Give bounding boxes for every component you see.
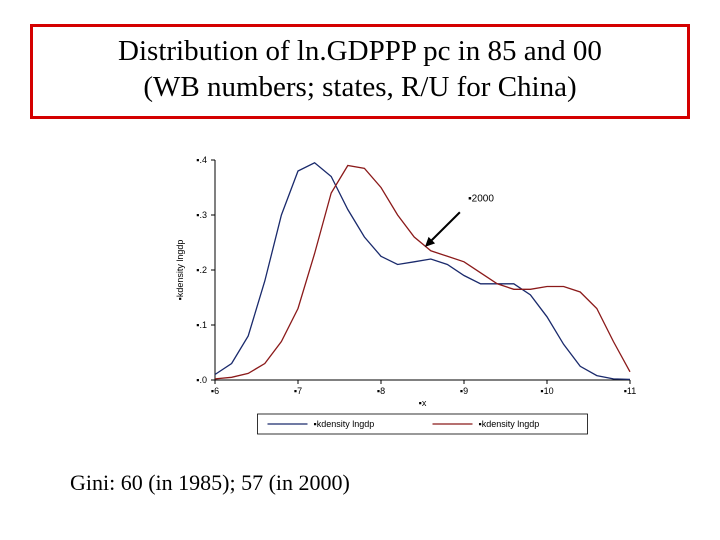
- svg-text:▪11: ▪11: [624, 386, 637, 396]
- svg-text:▪.2: ▪.2: [196, 265, 207, 275]
- series-1: [215, 166, 630, 379]
- title-line-1: Distribution of ln.GDPPP pc in 85 and 00: [43, 33, 677, 69]
- svg-text:▪6: ▪6: [211, 386, 219, 396]
- svg-text:▪.1: ▪.1: [196, 320, 207, 330]
- svg-text:▪kdensity lngdp: ▪kdensity lngdp: [479, 419, 540, 429]
- annotation-2000: ▪2000: [468, 193, 494, 204]
- svg-text:▪.0: ▪.0: [196, 375, 207, 385]
- svg-text:▪kdensity lngdp: ▪kdensity lngdp: [175, 240, 185, 301]
- svg-text:▪9: ▪9: [460, 386, 468, 396]
- svg-text:▪.4: ▪.4: [196, 155, 207, 165]
- svg-text:▪.3: ▪.3: [196, 210, 207, 220]
- svg-text:▪10: ▪10: [540, 386, 553, 396]
- svg-text:▪kdensity lngdp: ▪kdensity lngdp: [314, 419, 375, 429]
- svg-text:▪7: ▪7: [294, 386, 302, 396]
- caption-gini: Gini: 60 (in 1985); 57 (in 2000): [70, 470, 350, 496]
- title-box: Distribution of ln.GDPPP pc in 85 and 00…: [30, 24, 690, 119]
- density-chart: ▪.0 ▪.1 ▪.2 ▪.3 ▪.4 ▪6 ▪7 ▪8 ▪9 ▪10 ▪11 ▪x ▪kdensity…: [160, 150, 640, 450]
- chart-svg: ▪.0 ▪.1 ▪.2 ▪.3 ▪.4 ▪6 ▪7 ▪8 ▪9 ▪10 ▪11 ▪x ▪kdensity…: [160, 150, 640, 450]
- title-line-2: (WB numbers; states, R/U for China): [43, 69, 677, 105]
- svg-text:▪x: ▪x: [419, 398, 427, 408]
- svg-text:▪8: ▪8: [377, 386, 385, 396]
